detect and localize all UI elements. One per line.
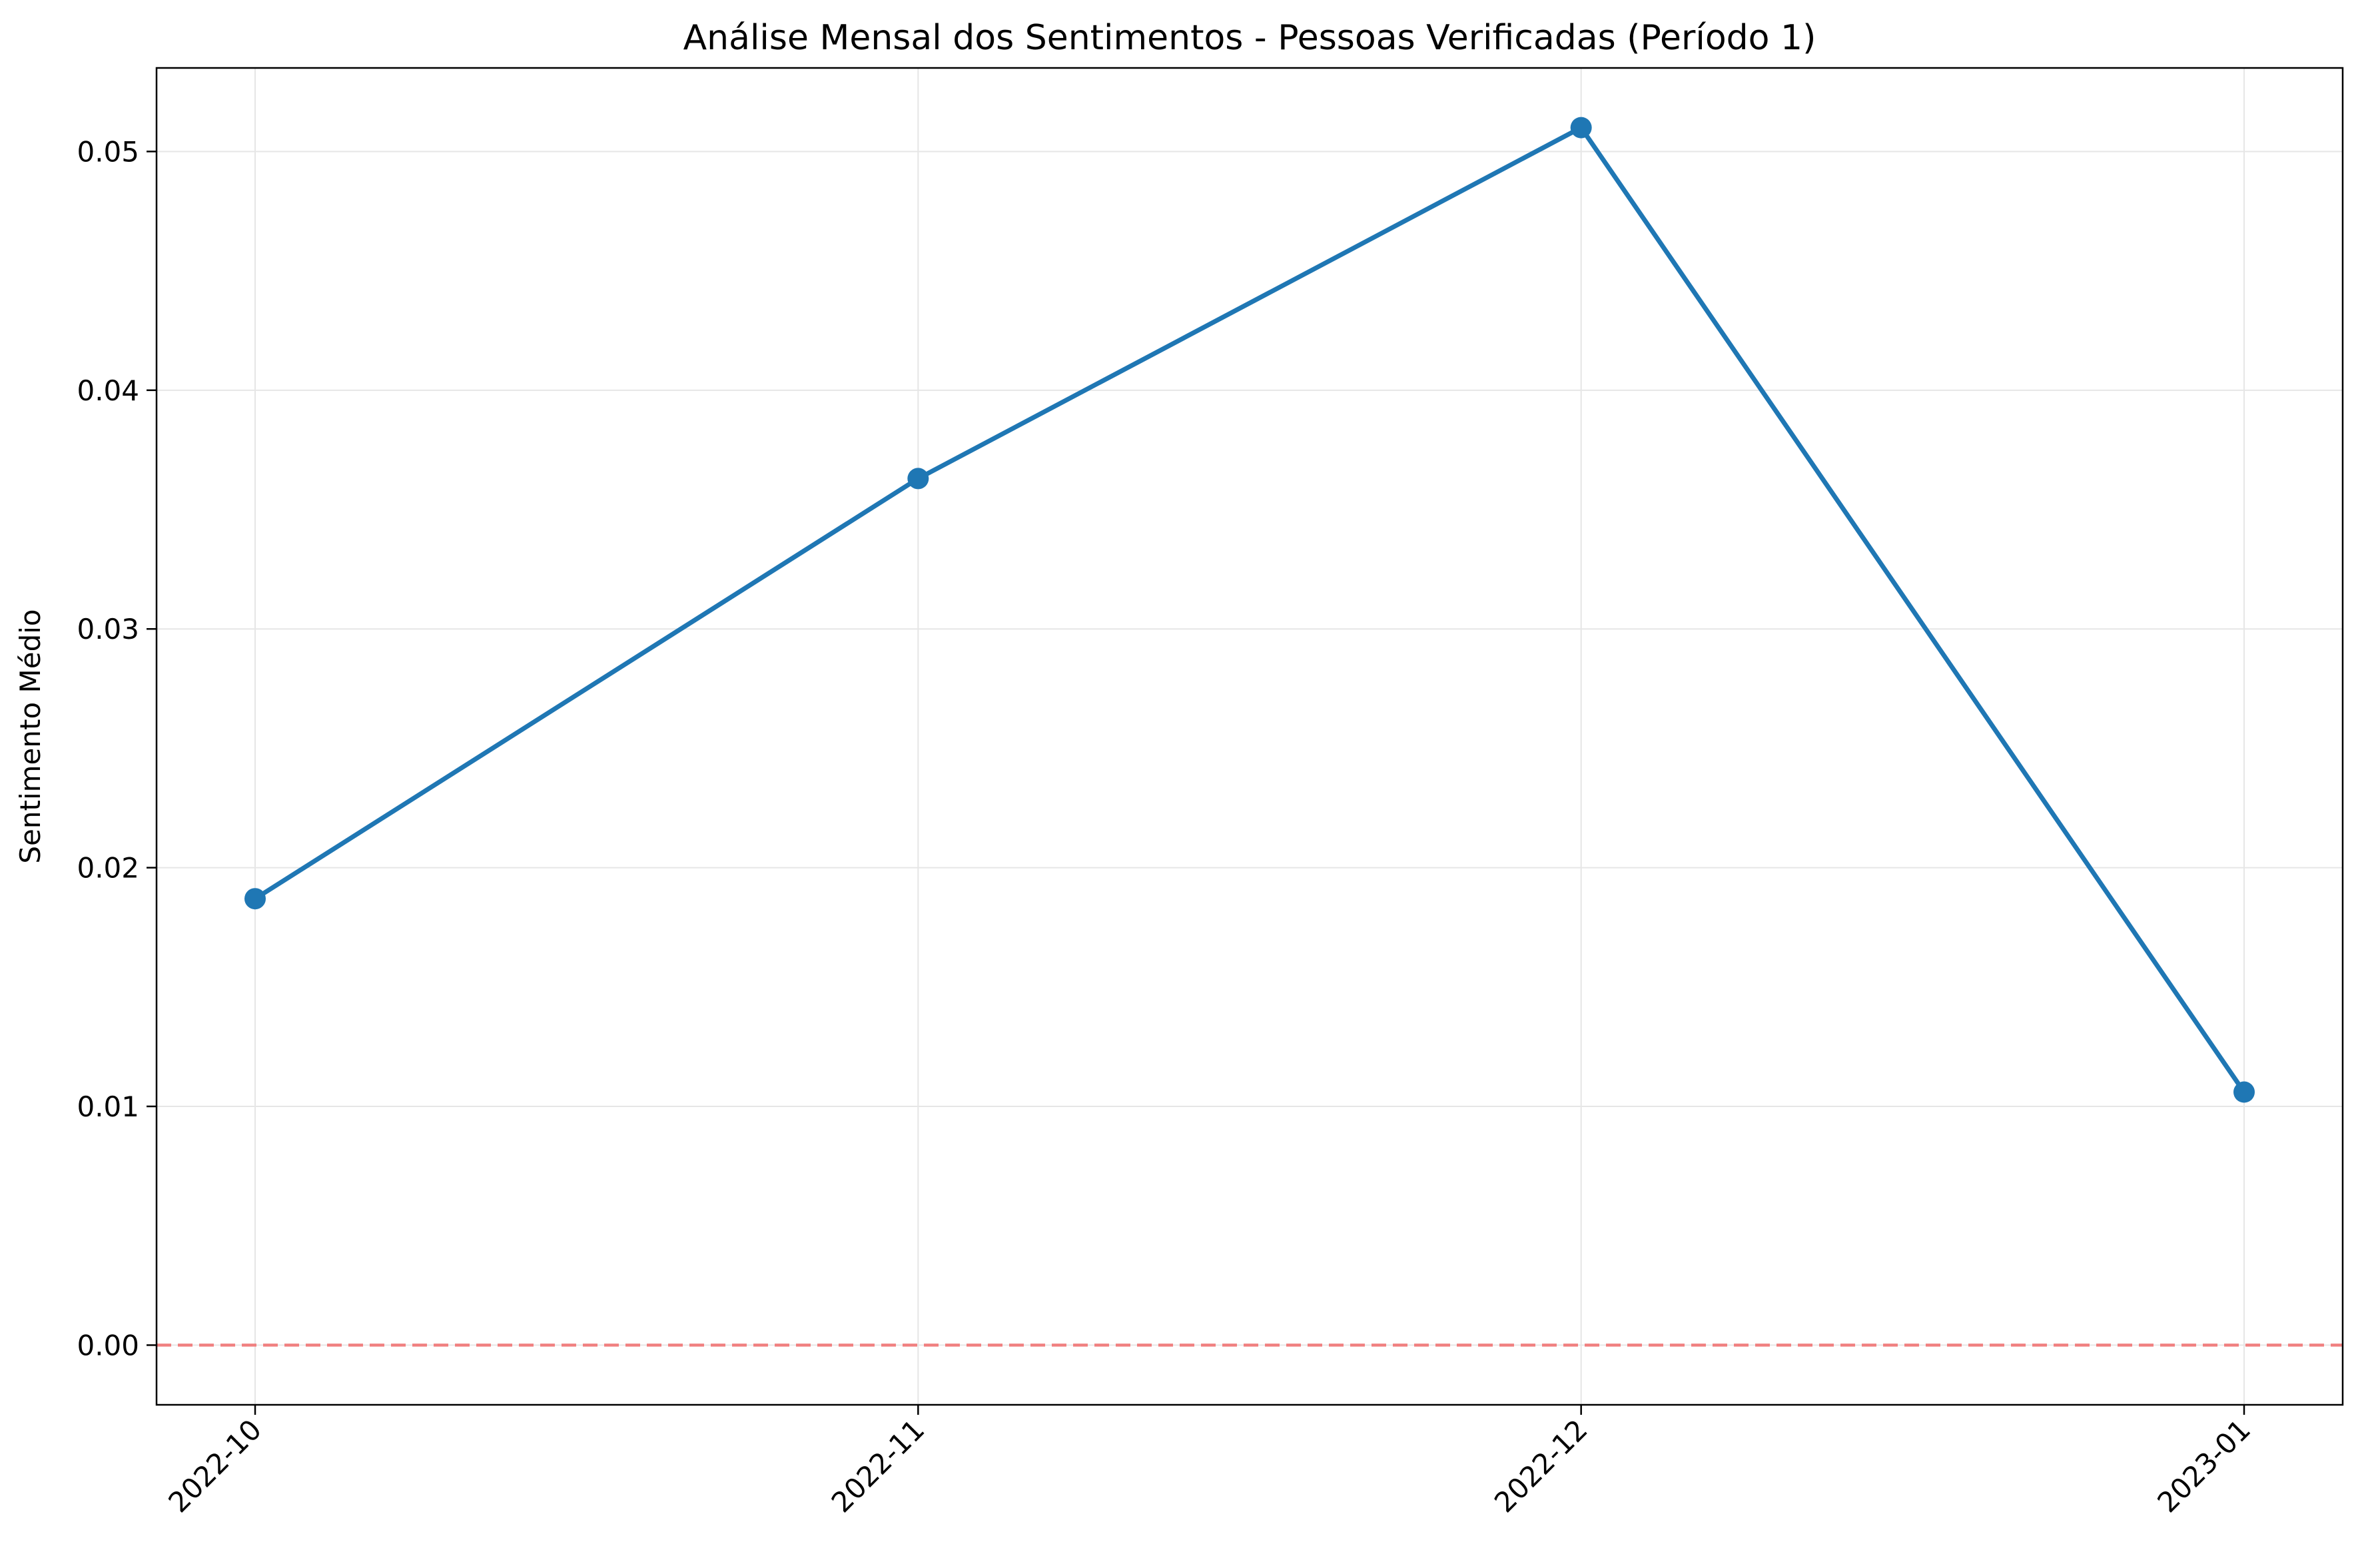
data-point-2022-11 <box>907 468 929 490</box>
y-tick-label-3: 0.03 <box>77 613 139 645</box>
y-axis-label: Sentimento Médio <box>14 609 47 863</box>
grid <box>157 68 2343 1405</box>
chart-title: Análise Mensal dos Sentimentos - Pessoas… <box>683 18 1816 58</box>
y-tick-label-1: 0.01 <box>77 1090 139 1123</box>
data-point-2023-01 <box>2233 1081 2255 1103</box>
y-tick-label-2: 0.02 <box>77 852 139 885</box>
data-point-2022-10 <box>244 888 266 910</box>
data-point-2022-12 <box>1570 117 1592 139</box>
y-tick-label-4: 0.04 <box>77 374 139 407</box>
y-tick-label-5: 0.05 <box>77 135 139 168</box>
y-axis-ticks: 0.00 0.01 0.02 0.03 0.04 0.05 <box>77 135 157 1362</box>
series-line-0 <box>254 125 2246 1094</box>
plot-frame <box>155 67 2344 1406</box>
series-layer <box>244 117 2255 1103</box>
y-tick-label-0: 0.00 <box>77 1329 139 1362</box>
